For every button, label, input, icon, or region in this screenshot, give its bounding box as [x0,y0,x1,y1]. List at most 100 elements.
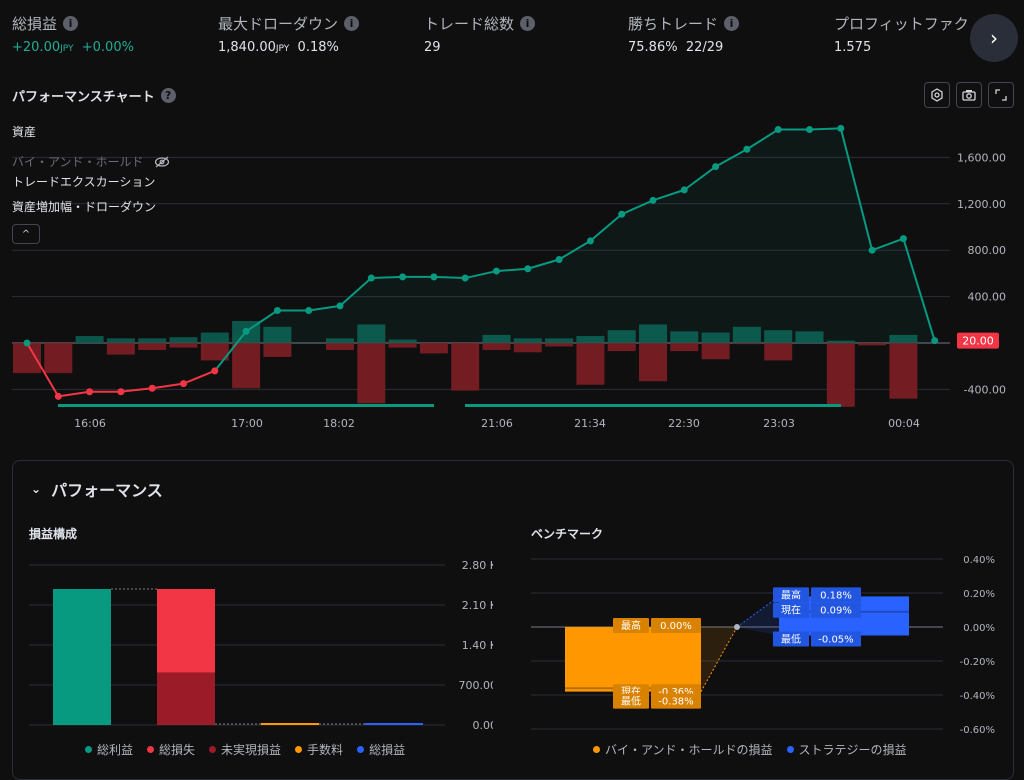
stat-percent: 0.18% [297,40,339,55]
snapshot-button[interactable] [956,82,982,108]
legend-buy-hold[interactable]: バイ・アンド・ホールド [12,149,170,174]
equity-line-segment [558,240,591,261]
y-tick-label: 1.40 K [462,639,493,652]
equity-point [430,273,438,281]
excursion-bar-up [200,332,229,343]
drawdown-strip [58,404,434,407]
x-tick-label: 16:06 [74,417,106,430]
stat-label: トレード総数 [424,15,515,33]
excursion-bar-down [826,343,855,407]
equity-line-segment [433,275,466,280]
legend-runup-drawdown[interactable]: 資産増加幅・ドローダウン [12,200,157,214]
stats-row: 総損益 i +20.00JPY +0.00% 最大ドローダウン i 1,840.00… [0,0,1024,72]
buyhold-low-value: -0.38% [658,697,693,708]
chart-settings-button[interactable] [924,82,950,108]
excursion-bar-down [138,343,167,350]
equity-point [680,186,688,194]
bar-gross-profit [53,589,111,725]
equity-point [54,392,62,400]
excursion-bar-up [607,330,636,343]
legend-dot [357,746,365,753]
y-tick-label: 0.00 [473,719,494,732]
stat-label: 勝ちトレード [628,15,719,33]
excursion-bar-up [513,338,542,343]
chevron-up-icon: ^ [21,228,31,240]
y-tick-label: 800.00 [968,244,1007,257]
excursion-bar-up [169,337,198,343]
help-icon[interactable]: i [63,16,79,31]
legend-label: バイ・アンド・ホールドの損益 [605,743,773,757]
equity-line-segment [120,387,153,393]
equity-point [899,235,907,243]
excursion-bar-up [764,330,793,343]
help-icon[interactable]: i [724,16,740,31]
equity-point [180,380,187,388]
equity-line-segment [214,330,247,372]
buyhold-low-value-bg [651,693,701,709]
legend-commission[interactable]: 手数料 [295,741,343,758]
legend-equity[interactable]: 資産 [12,125,37,139]
stat-value: 1,840.00 [218,40,276,55]
equity-line-segment [527,258,560,270]
equity-line-segment [621,199,654,216]
legend-gross-loss[interactable]: 総損失 [147,741,195,758]
y-tick-label: -0.60% [960,725,995,736]
stat-unit: JPY [275,44,290,54]
legend-buy-hold-pnl[interactable]: バイ・アンド・ホールドの損益 [593,741,773,758]
buyhold-current-value: -0.36% [658,687,693,698]
excursion-bar-down [764,343,793,361]
benchmark-title: ベンチマーク [531,527,604,541]
buyhold-range-box [565,627,701,692]
stat-unit: JPY [60,44,74,54]
equity-line-segment [308,304,341,312]
pnl-legend: 総利益 総損失 未実現損益 手数料 総損益 [85,741,405,758]
help-icon[interactable]: ? [160,88,176,103]
benchmark-chart[interactable]: 0.40% 0.20% 0.00% -0.20% -0.40% -0.60% 最高 0.00%… [513,541,1003,761]
equity-point [23,339,31,347]
excursion-bar-up [263,326,292,343]
legend-dot [147,746,155,753]
help-icon[interactable]: i [520,16,536,31]
excursion-bar-up [639,324,667,343]
legend-gross-profit[interactable]: 総利益 [85,741,133,758]
equity-point [305,307,313,315]
legend-dot [85,746,92,753]
strategy-current-value: 0.09% [820,606,852,617]
equity-line-segment [871,237,904,252]
y-tick-label: 0.40% [963,555,995,566]
equity-line-segment [589,213,623,242]
scroll-right-button[interactable]: › [970,14,1018,62]
legend-strategy-pnl[interactable]: ストラテジーの損益 [786,741,907,758]
expand-icon [995,89,1007,101]
legend-net-profit[interactable]: 総損益 [357,741,405,758]
fullscreen-button[interactable] [988,82,1014,108]
stat-label: 最大ドローダウン [218,15,339,33]
excursion-bar-down [639,343,667,382]
performance-title: パフォーマンス [51,481,163,500]
help-icon[interactable]: i [344,16,360,31]
excursion-bar-down [513,343,542,353]
excursion-bar-down [482,343,511,350]
pnl-breakdown-chart[interactable]: 2.80 K 2.10 K 1.40 K 700.00 0.00 [13,541,493,761]
equity-point [931,337,939,345]
excursion-bar-down [44,343,73,374]
excursion-bar-down [326,343,354,350]
excursion-bar-up [889,334,918,343]
equity-point [367,274,375,282]
equity-area [27,128,935,343]
excursion-bar-up [75,336,104,343]
excursion-bar-down [576,343,605,385]
y-tick-label: -0.40% [960,691,995,702]
performance-section-header[interactable]: ⌄ パフォーマンス [31,477,163,501]
strategy-low-label: 最低 [781,633,801,646]
collapse-legend-button[interactable]: ^ [12,224,40,244]
strategy-low-value-bg [811,631,861,647]
stat-ratio: 22/29 [685,40,724,55]
equity-point [117,388,125,396]
legend-excursion[interactable]: トレードエクスカーション [12,175,156,189]
legend-unrealized[interactable]: 未実現損益 [209,741,281,758]
eye-off-icon[interactable] [154,156,170,168]
equity-point [586,237,594,245]
strategy-connector [737,596,779,636]
performance-chart[interactable]: 1,600.00 1,200.00 800.00 400.00 -400.00 20.00… [0,0,1024,440]
